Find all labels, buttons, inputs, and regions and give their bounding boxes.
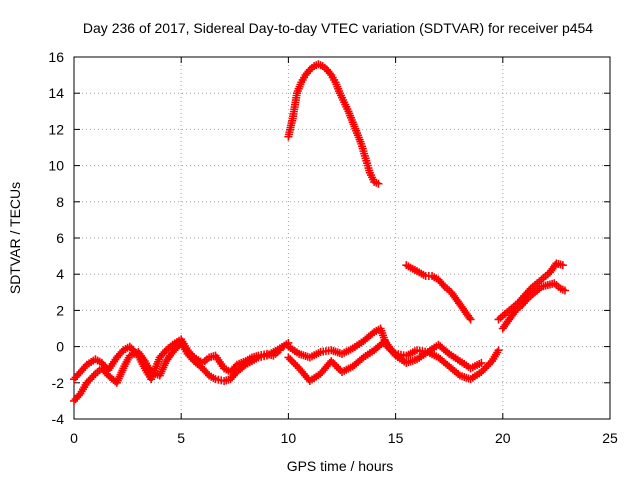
y-tick-label: 14: [48, 85, 64, 101]
y-tick-label: 0: [56, 339, 64, 355]
data-point: [479, 366, 488, 375]
data-point: [275, 346, 284, 355]
data-point: [477, 367, 486, 376]
chart-title: Day 236 of 2017, Sidereal Day-to-day VTE…: [83, 20, 593, 36]
x-tick-label: 10: [281, 430, 297, 446]
data-point: [160, 348, 169, 357]
data-point: [525, 286, 534, 295]
data-point: [522, 295, 531, 304]
data-point: [484, 360, 493, 369]
axis-layer: 0 5 10 15 20 25 -4 -2 0 2 4 6 8 10 12 14 16: [48, 49, 618, 446]
data-point: [327, 357, 336, 366]
data-point: [291, 360, 300, 369]
x-tick-label: 25: [602, 430, 618, 446]
data-point: [304, 67, 313, 76]
data-series: [284, 60, 383, 188]
x-axis-label: GPS time / hours: [287, 458, 394, 474]
y-tick-label: 12: [48, 121, 64, 137]
data-point: [289, 358, 298, 367]
data-point: [329, 358, 338, 367]
x-tick-label: 5: [177, 430, 185, 446]
data-point: [374, 179, 383, 188]
data-series: [402, 261, 475, 324]
data-point: [284, 353, 293, 362]
data-point: [332, 362, 341, 371]
y-tick-label: 2: [56, 302, 64, 318]
data-point: [560, 286, 569, 295]
data-point: [558, 261, 567, 270]
y-tick-label: 8: [56, 194, 64, 210]
data-point: [389, 348, 398, 357]
data-point: [89, 371, 98, 380]
data-series: [70, 335, 284, 384]
data-point: [325, 69, 334, 78]
data-point: [334, 364, 343, 373]
x-tick-label: 15: [388, 430, 404, 446]
points-layer: [70, 60, 569, 405]
data-point: [286, 355, 295, 364]
data-point: [482, 362, 491, 371]
data-point: [439, 281, 448, 290]
y-tick-label: -4: [52, 411, 65, 427]
data-series: [284, 324, 486, 373]
y-tick-label: 6: [56, 230, 64, 246]
y-tick-label: 16: [48, 49, 64, 65]
plot-frame: [73, 56, 611, 420]
y-axis-label: SDTVAR / TECUs: [7, 182, 23, 294]
y-tick-label: -2: [52, 375, 65, 391]
data-point: [287, 357, 296, 366]
data-point: [480, 364, 489, 373]
data-point: [330, 360, 339, 369]
y-tick-label: 4: [56, 266, 64, 282]
data-point: [466, 315, 475, 324]
x-tick-label: 20: [495, 430, 511, 446]
y-tick-label: 10: [48, 158, 64, 174]
x-tick-label: 0: [70, 430, 78, 446]
data-point: [494, 346, 503, 355]
data-point: [477, 358, 486, 367]
data-series: [498, 279, 569, 333]
data-point: [465, 313, 474, 322]
